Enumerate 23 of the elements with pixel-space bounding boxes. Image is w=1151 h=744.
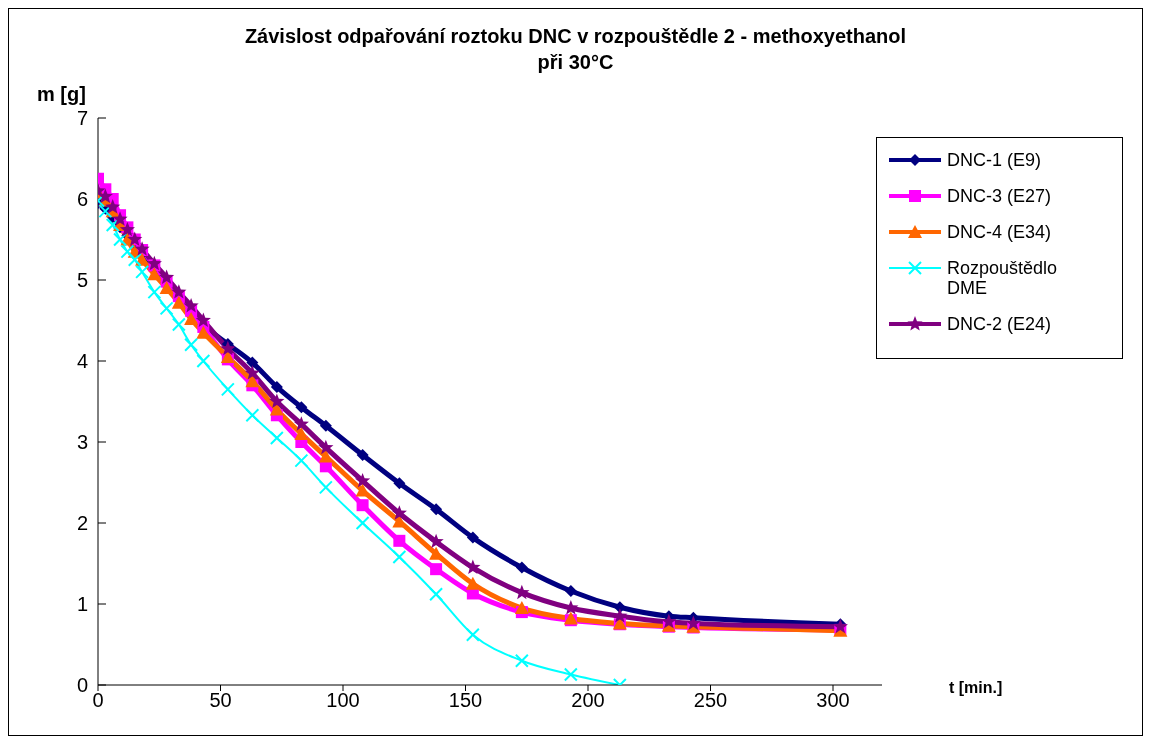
y-tick-label: 4	[76, 350, 88, 373]
x-tick-label: 300	[816, 689, 850, 712]
legend-label: DNC-4 (E34)	[947, 222, 1053, 242]
y-tick-label: 6	[76, 188, 88, 211]
x-tick-label: 200	[571, 689, 605, 712]
x-tick-label: 250	[693, 689, 728, 712]
x-tick-label: 0	[92, 689, 104, 712]
legend-label: Rozpouštědlo DME	[947, 258, 1059, 298]
y-tick-label: 1	[76, 593, 88, 616]
x-tick-label: 100	[326, 689, 360, 712]
y-tick-label: 7	[76, 107, 88, 130]
y-tick-label: 2	[76, 512, 88, 535]
legend-label: DNC-2 (E24)	[947, 314, 1053, 334]
legend-label: DNC-1 (E9)	[947, 150, 1042, 170]
y-axis-title: m [g]	[37, 83, 86, 106]
x-tick-label: 50	[209, 689, 232, 712]
y-tick-label: 5	[76, 269, 88, 292]
y-tick-label: 3	[76, 431, 88, 454]
chart-title: Závislost odpařování roztoku DNC v rozpouštědle 2 - methoxyethanol při 30°C	[243, 24, 908, 75]
x-tick-label: 150	[448, 689, 483, 712]
x-axis-title: t [min.]	[949, 679, 1003, 697]
legend-label: DNC-3 (E27)	[947, 186, 1053, 206]
y-tick-label: 0	[76, 674, 88, 697]
